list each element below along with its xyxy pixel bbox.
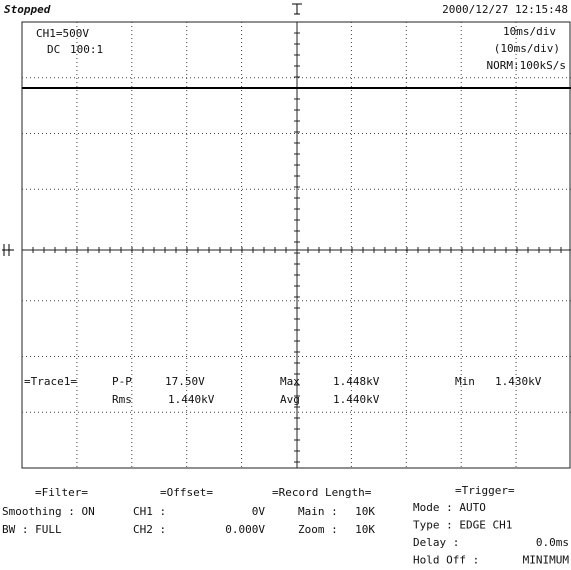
channel-scale: CH1=500V — [36, 27, 89, 40]
panel-row-label: Type : EDGE CH1 — [413, 519, 512, 532]
panel-row-value: MINIMUM — [523, 554, 570, 567]
trace-label: =Trace1= — [24, 375, 77, 388]
measurement-value: 1.448kV — [333, 375, 380, 388]
timebase: 10ms/div — [503, 25, 556, 38]
panel-row-label: Hold Off : — [413, 554, 479, 567]
panel-row-value: 0V — [252, 505, 266, 518]
panel-row-label: Main : — [298, 505, 338, 518]
measurement-label: Min — [455, 375, 475, 388]
panel-title: =Offset= — [160, 486, 213, 499]
channel-coupling: DC — [47, 43, 60, 56]
panel-row-label: Smoothing : ON — [2, 505, 95, 518]
measurement-label: Avg — [280, 393, 300, 406]
datetime: 2000/12/27 12:15:48 — [442, 3, 568, 16]
zoom-timebase: (10ms/div) — [494, 42, 560, 55]
panel-row-value: 10K — [355, 523, 375, 536]
measurement-label: Max — [280, 375, 300, 388]
panel-row-label: CH1 : — [133, 505, 166, 518]
panel-title: =Record Length= — [272, 486, 372, 499]
panel-row-label: Zoom : — [298, 523, 338, 536]
measurement-label: Rms — [112, 393, 132, 406]
panel-title: =Filter= — [35, 486, 88, 499]
ground-marker — [2, 244, 14, 256]
status: Stopped — [4, 3, 51, 16]
measurement-value: 1.430kV — [495, 375, 542, 388]
sampling: NORM:100kS/s — [487, 59, 566, 72]
panel-row-value: 0.000V — [225, 523, 265, 536]
channel-probe: 100:1 — [70, 43, 103, 56]
panel-row-value: 10K — [355, 505, 375, 518]
panel-title: =Trigger= — [455, 484, 515, 497]
measurement-value: 1.440kV — [333, 393, 380, 406]
measurement-value: 17.50V — [165, 375, 205, 388]
panel-row-label: Mode : AUTO — [413, 501, 486, 514]
graticule — [21, 21, 571, 469]
panel-row-label: BW : FULL — [2, 523, 62, 536]
measurement-value: 1.440kV — [168, 393, 215, 406]
panel-row-label: Delay : — [413, 536, 459, 549]
panel-row-value: 0.0ms — [536, 536, 569, 549]
panel-row-label: CH2 : — [133, 523, 166, 536]
trigger-position-marker — [292, 3, 302, 15]
measurement-label: P-P — [112, 375, 132, 388]
